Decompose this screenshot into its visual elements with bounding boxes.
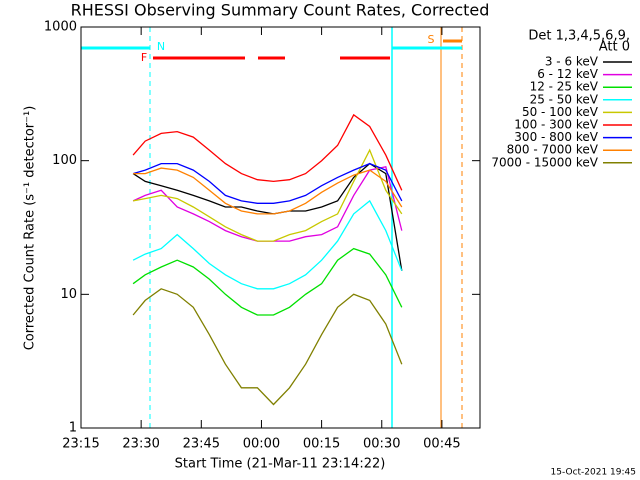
x-tick-label: 23:30	[122, 437, 159, 452]
series-line	[132, 148, 403, 242]
legend-label: 7000 - 15000 keV	[491, 155, 598, 169]
series-line	[132, 113, 403, 191]
legend-label: 100 - 300 keV	[514, 118, 598, 132]
x-tick-label: 23:45	[183, 437, 220, 452]
series-line	[132, 199, 403, 290]
legend-label: 800 - 7000 keV	[507, 143, 599, 157]
series-line	[132, 247, 403, 316]
x-tick-label: 23:15	[62, 437, 99, 452]
y-tick-label: 100	[52, 153, 77, 168]
chart-title: RHESSI Observing Summary Count Rates, Co…	[71, 1, 490, 20]
legend-label: 6 - 12 keV	[537, 67, 599, 81]
series-line	[132, 288, 403, 406]
x-tick-label: 00:30	[363, 437, 400, 452]
x-tick-label: 00:45	[423, 437, 460, 452]
series-line	[133, 167, 403, 215]
x-axis-label: Start Time (21-Mar-11 23:14:22)	[175, 457, 386, 472]
annotation: F	[141, 51, 147, 64]
y-tick-label: 1	[69, 421, 77, 436]
annotation: S	[428, 33, 435, 46]
y-axis-label: Corrected Count Rate (s⁻¹ detector⁻¹)	[23, 106, 38, 351]
x-tick-label: 00:00	[243, 437, 280, 452]
legend-label: 50 - 100 keV	[522, 105, 599, 119]
legend-label: 25 - 50 keV	[530, 92, 599, 106]
legend-label: 300 - 800 keV	[514, 130, 598, 144]
timestamp: 15-Oct-2021 19:45	[551, 468, 636, 478]
series-line	[132, 162, 403, 204]
x-tick-label: 00:15	[303, 437, 340, 452]
overlay: F N S	[81, 27, 463, 428]
legend-title: Att 0	[599, 40, 630, 55]
y-tick-label: 10	[60, 287, 77, 302]
plot-frame	[80, 26, 481, 429]
annotation: N	[157, 40, 165, 53]
legend-label: 12 - 25 keV	[530, 80, 599, 94]
legend-label: 3 - 6 keV	[545, 55, 599, 69]
legend-title: Det 1,3,4,5,6,9,	[528, 29, 630, 44]
y-tick-label: 1000	[44, 20, 77, 35]
